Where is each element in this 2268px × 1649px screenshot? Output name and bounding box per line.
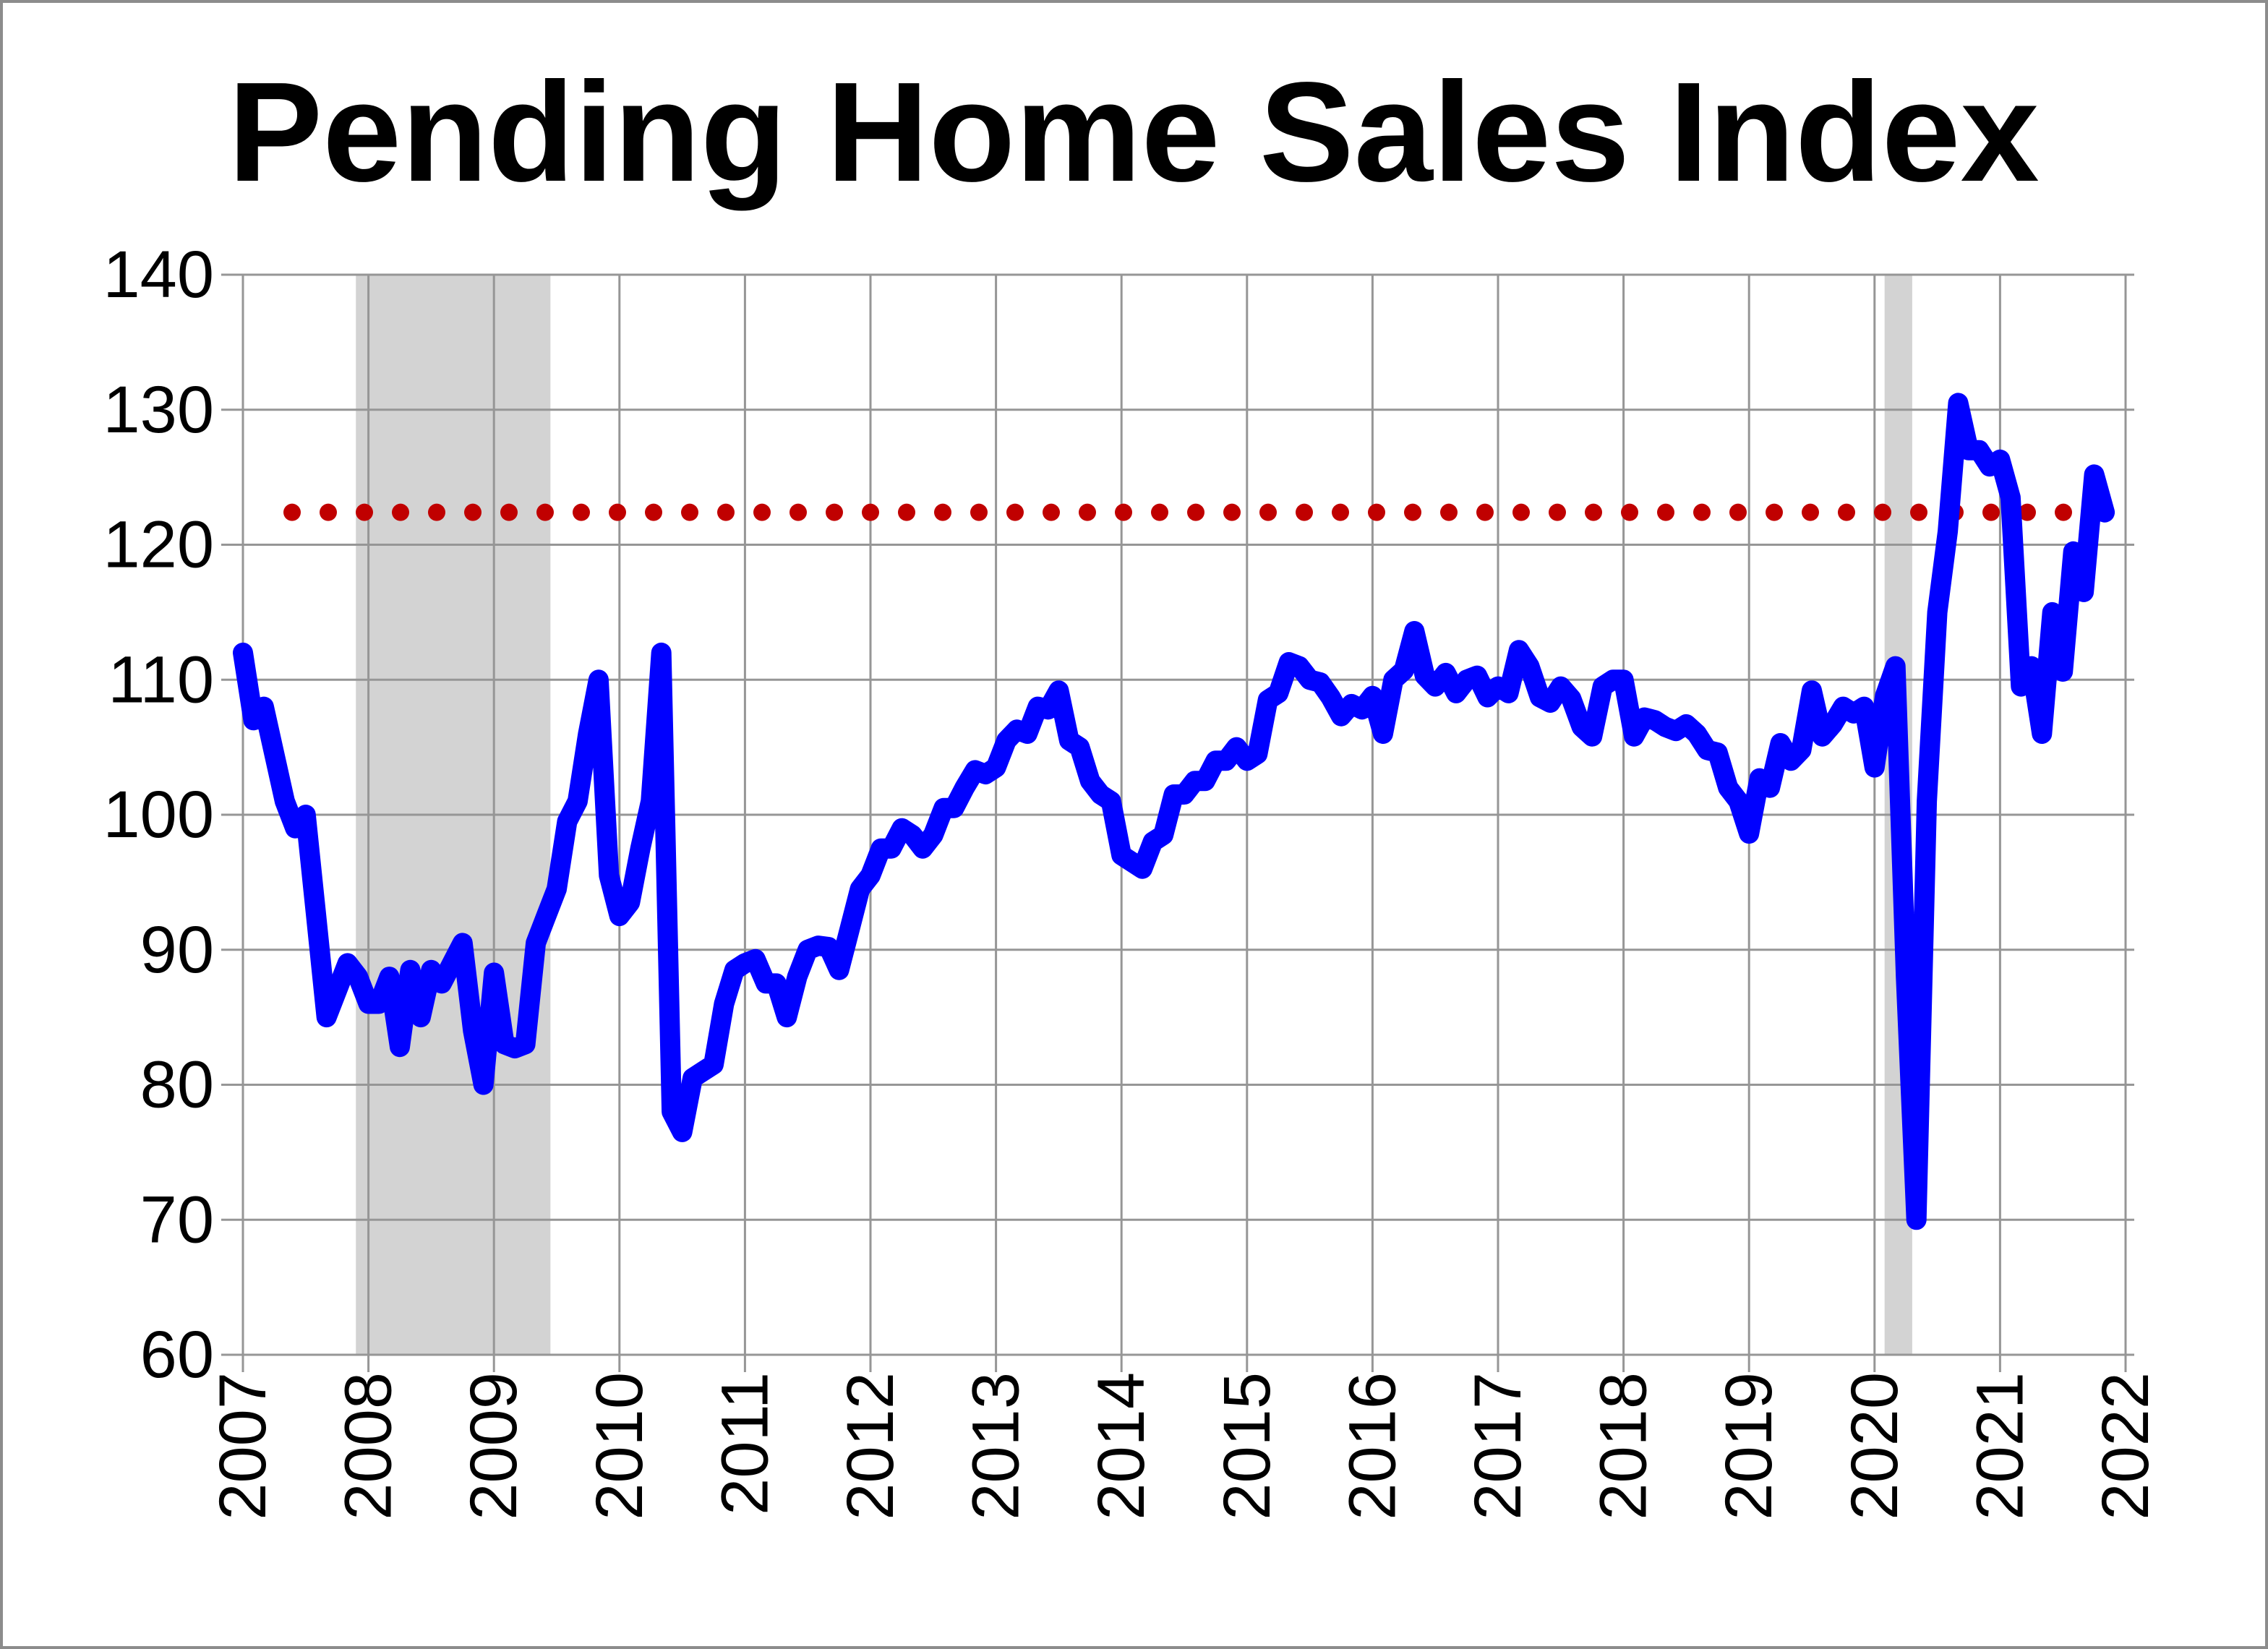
reference-line-dot [1910, 503, 1927, 521]
y-tick-label: 60 [140, 1318, 214, 1392]
reference-line-dot [1296, 503, 1313, 521]
reference-line-dot [717, 503, 735, 521]
reference-line-dot [1332, 503, 1349, 521]
x-tick-label: 2014 [1084, 1372, 1158, 1520]
reference-line-dot [1476, 503, 1494, 521]
x-tick-label: 2019 [1712, 1372, 1786, 1520]
reference-line-dot [681, 503, 698, 521]
reference-line-dot [356, 503, 373, 521]
reference-line-dot [1838, 503, 1855, 521]
reference-line-dot [1657, 503, 1674, 521]
chart-title: Pending Home Sales Index [228, 53, 2039, 211]
x-tick-label: 2011 [708, 1372, 782, 1515]
y-tick-label: 120 [103, 508, 215, 582]
reference-line-dot [609, 503, 626, 521]
reference-line-dot [1766, 503, 1783, 521]
reference-line-dot [1693, 503, 1711, 521]
reference-line-dot [1259, 503, 1277, 521]
reference-line-dot [789, 503, 807, 521]
x-tick-label: 2021 [1963, 1372, 2037, 1520]
reference-line-dot [573, 503, 590, 521]
x-tick-label: 2016 [1335, 1372, 1409, 1520]
pending-home-sales-line [233, 393, 2115, 1230]
y-tick-label: 130 [103, 373, 215, 447]
x-tick-label: 2017 [1461, 1372, 1535, 1520]
reference-line-dot [1440, 503, 1458, 521]
reference-line-dot [464, 503, 482, 521]
reference-line-dot [1043, 503, 1060, 521]
reference-line-dot [970, 503, 988, 521]
reference-line-dot [283, 503, 301, 521]
x-tick-label: 2008 [332, 1372, 406, 1520]
x-tick-label: 2015 [1210, 1372, 1284, 1520]
reference-line-dot [1549, 503, 1566, 521]
x-tick-label: 2009 [457, 1372, 531, 1520]
x-tick-label: 2013 [959, 1372, 1033, 1520]
reference-line-dot [500, 503, 518, 521]
y-tick-label: 70 [140, 1183, 214, 1256]
reference-line-dot [1729, 503, 1747, 521]
reference-line-dot [1115, 503, 1132, 521]
reference-line-dot [1874, 503, 1891, 521]
x-tick-label: 2007 [206, 1372, 280, 1520]
reference-line-dot [428, 503, 445, 521]
reference-line-dot [536, 503, 554, 521]
reference-line-dot [1404, 503, 1421, 521]
y-tick-label: 90 [140, 913, 214, 987]
reference-line-dot [1079, 503, 1096, 521]
reference-line-dot [1802, 503, 1819, 521]
reference-line-dot [934, 503, 951, 521]
reference-line-dot [1368, 503, 1385, 521]
reference-line-dot [1512, 503, 1530, 521]
reference-line-dot [392, 503, 409, 521]
y-tick-label: 80 [140, 1048, 214, 1122]
x-tick-label: 2020 [1838, 1372, 1912, 1520]
reference-line-dot [645, 503, 662, 521]
reference-line-dot [898, 503, 915, 521]
x-tick-label: 2022 [2089, 1372, 2162, 1520]
reference-line-dot [1223, 503, 1241, 521]
reference-line-dot [753, 503, 771, 521]
y-tick-label: 140 [103, 238, 215, 312]
reference-line-dot [826, 503, 843, 521]
reference-line-dot [2055, 503, 2072, 521]
reference-line-dot [862, 503, 879, 521]
reference-line-dot [1151, 503, 1168, 521]
x-tick-label: 2012 [834, 1372, 907, 1520]
x-tick-label: 2010 [583, 1372, 656, 1520]
x-tick-label: 2018 [1587, 1372, 1661, 1520]
reference-line-dot [1585, 503, 1602, 521]
y-tick-label: 100 [103, 778, 215, 852]
reference-line-dot [1982, 503, 2000, 521]
reference-line-dot [1187, 503, 1204, 521]
reference-line-dot [320, 503, 337, 521]
y-tick-label: 110 [108, 643, 214, 716]
reference-line-dot [1621, 503, 1638, 521]
reference-line-dot [1006, 503, 1024, 521]
reference-line-dot [2019, 503, 2036, 521]
